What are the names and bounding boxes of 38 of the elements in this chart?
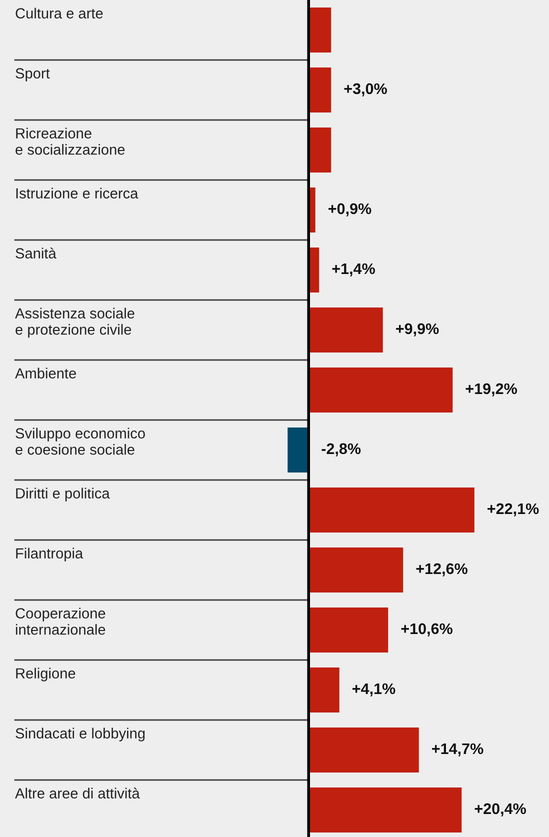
y-tick-label: Ambiente (15, 368, 76, 379)
y-tick-label: Altre aree di attività (15, 788, 140, 799)
bar (308, 368, 453, 412)
bar (308, 728, 419, 772)
y-tick-label: Ricreazione e socializzazione (16, 128, 125, 155)
data-label: +1,4% (332, 263, 375, 276)
data-label: +3,0% (344, 83, 387, 96)
data-label: -2,8% (322, 443, 361, 456)
bar (308, 608, 388, 652)
y-tick-label: Sport (16, 68, 50, 82)
bar (308, 68, 332, 112)
y-tick-label: Istruzione e ricerca (16, 188, 138, 199)
data-label: +0,9% (328, 203, 372, 216)
data-label: +19,2% (466, 383, 517, 396)
bar (308, 8, 332, 52)
bar (288, 428, 309, 472)
data-label: +22,1% (488, 503, 539, 516)
data-label: +12,6% (416, 563, 468, 576)
bar (308, 668, 340, 712)
y-tick-label: Sanità (16, 248, 56, 259)
data-label: +10,6% (401, 623, 452, 636)
y-tick-label: Sindacati e lobbying (16, 728, 145, 742)
bar (308, 548, 404, 592)
bar (308, 788, 462, 832)
y-tick-label: Cooperazione internazionale (16, 608, 106, 635)
y-tick-label: Religione (16, 668, 76, 682)
y-tick-label: Cultura e arte (16, 8, 103, 19)
data-label: +20,4% (474, 803, 526, 816)
y-tick-label: Sviluppo economico e coesione sociale (16, 428, 145, 455)
bar (308, 488, 474, 532)
bar (308, 308, 383, 352)
y-tick-label: Diritti e politica (16, 488, 110, 502)
data-label: +9,9% (396, 323, 439, 336)
data-label: +14,7% (432, 743, 484, 756)
data-label: +4,1% (352, 683, 396, 696)
y-tick-label: Assistenza sociale e protezione civile (15, 308, 134, 338)
y-tick-label: Filantropia (16, 548, 84, 562)
bar (308, 128, 332, 172)
